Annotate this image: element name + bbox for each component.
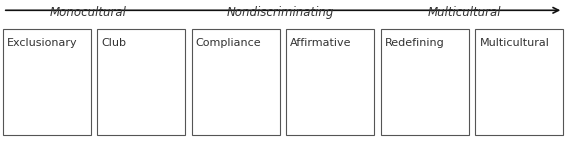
Bar bbox=[286, 29, 374, 135]
Text: Compliance: Compliance bbox=[196, 38, 261, 48]
Bar bbox=[97, 29, 185, 135]
Text: Redefining: Redefining bbox=[385, 38, 445, 48]
Text: Club: Club bbox=[101, 38, 126, 48]
Text: Multicultural: Multicultural bbox=[427, 6, 501, 19]
Text: Monocultural: Monocultural bbox=[49, 6, 126, 19]
Bar bbox=[475, 29, 563, 135]
Bar bbox=[381, 29, 469, 135]
Text: Affirmative: Affirmative bbox=[290, 38, 352, 48]
Bar bbox=[192, 29, 280, 135]
Text: Multicultural: Multicultural bbox=[479, 38, 549, 48]
Bar bbox=[3, 29, 91, 135]
Text: Nondiscriminating: Nondiscriminating bbox=[226, 6, 334, 19]
Text: Exclusionary: Exclusionary bbox=[7, 38, 78, 48]
